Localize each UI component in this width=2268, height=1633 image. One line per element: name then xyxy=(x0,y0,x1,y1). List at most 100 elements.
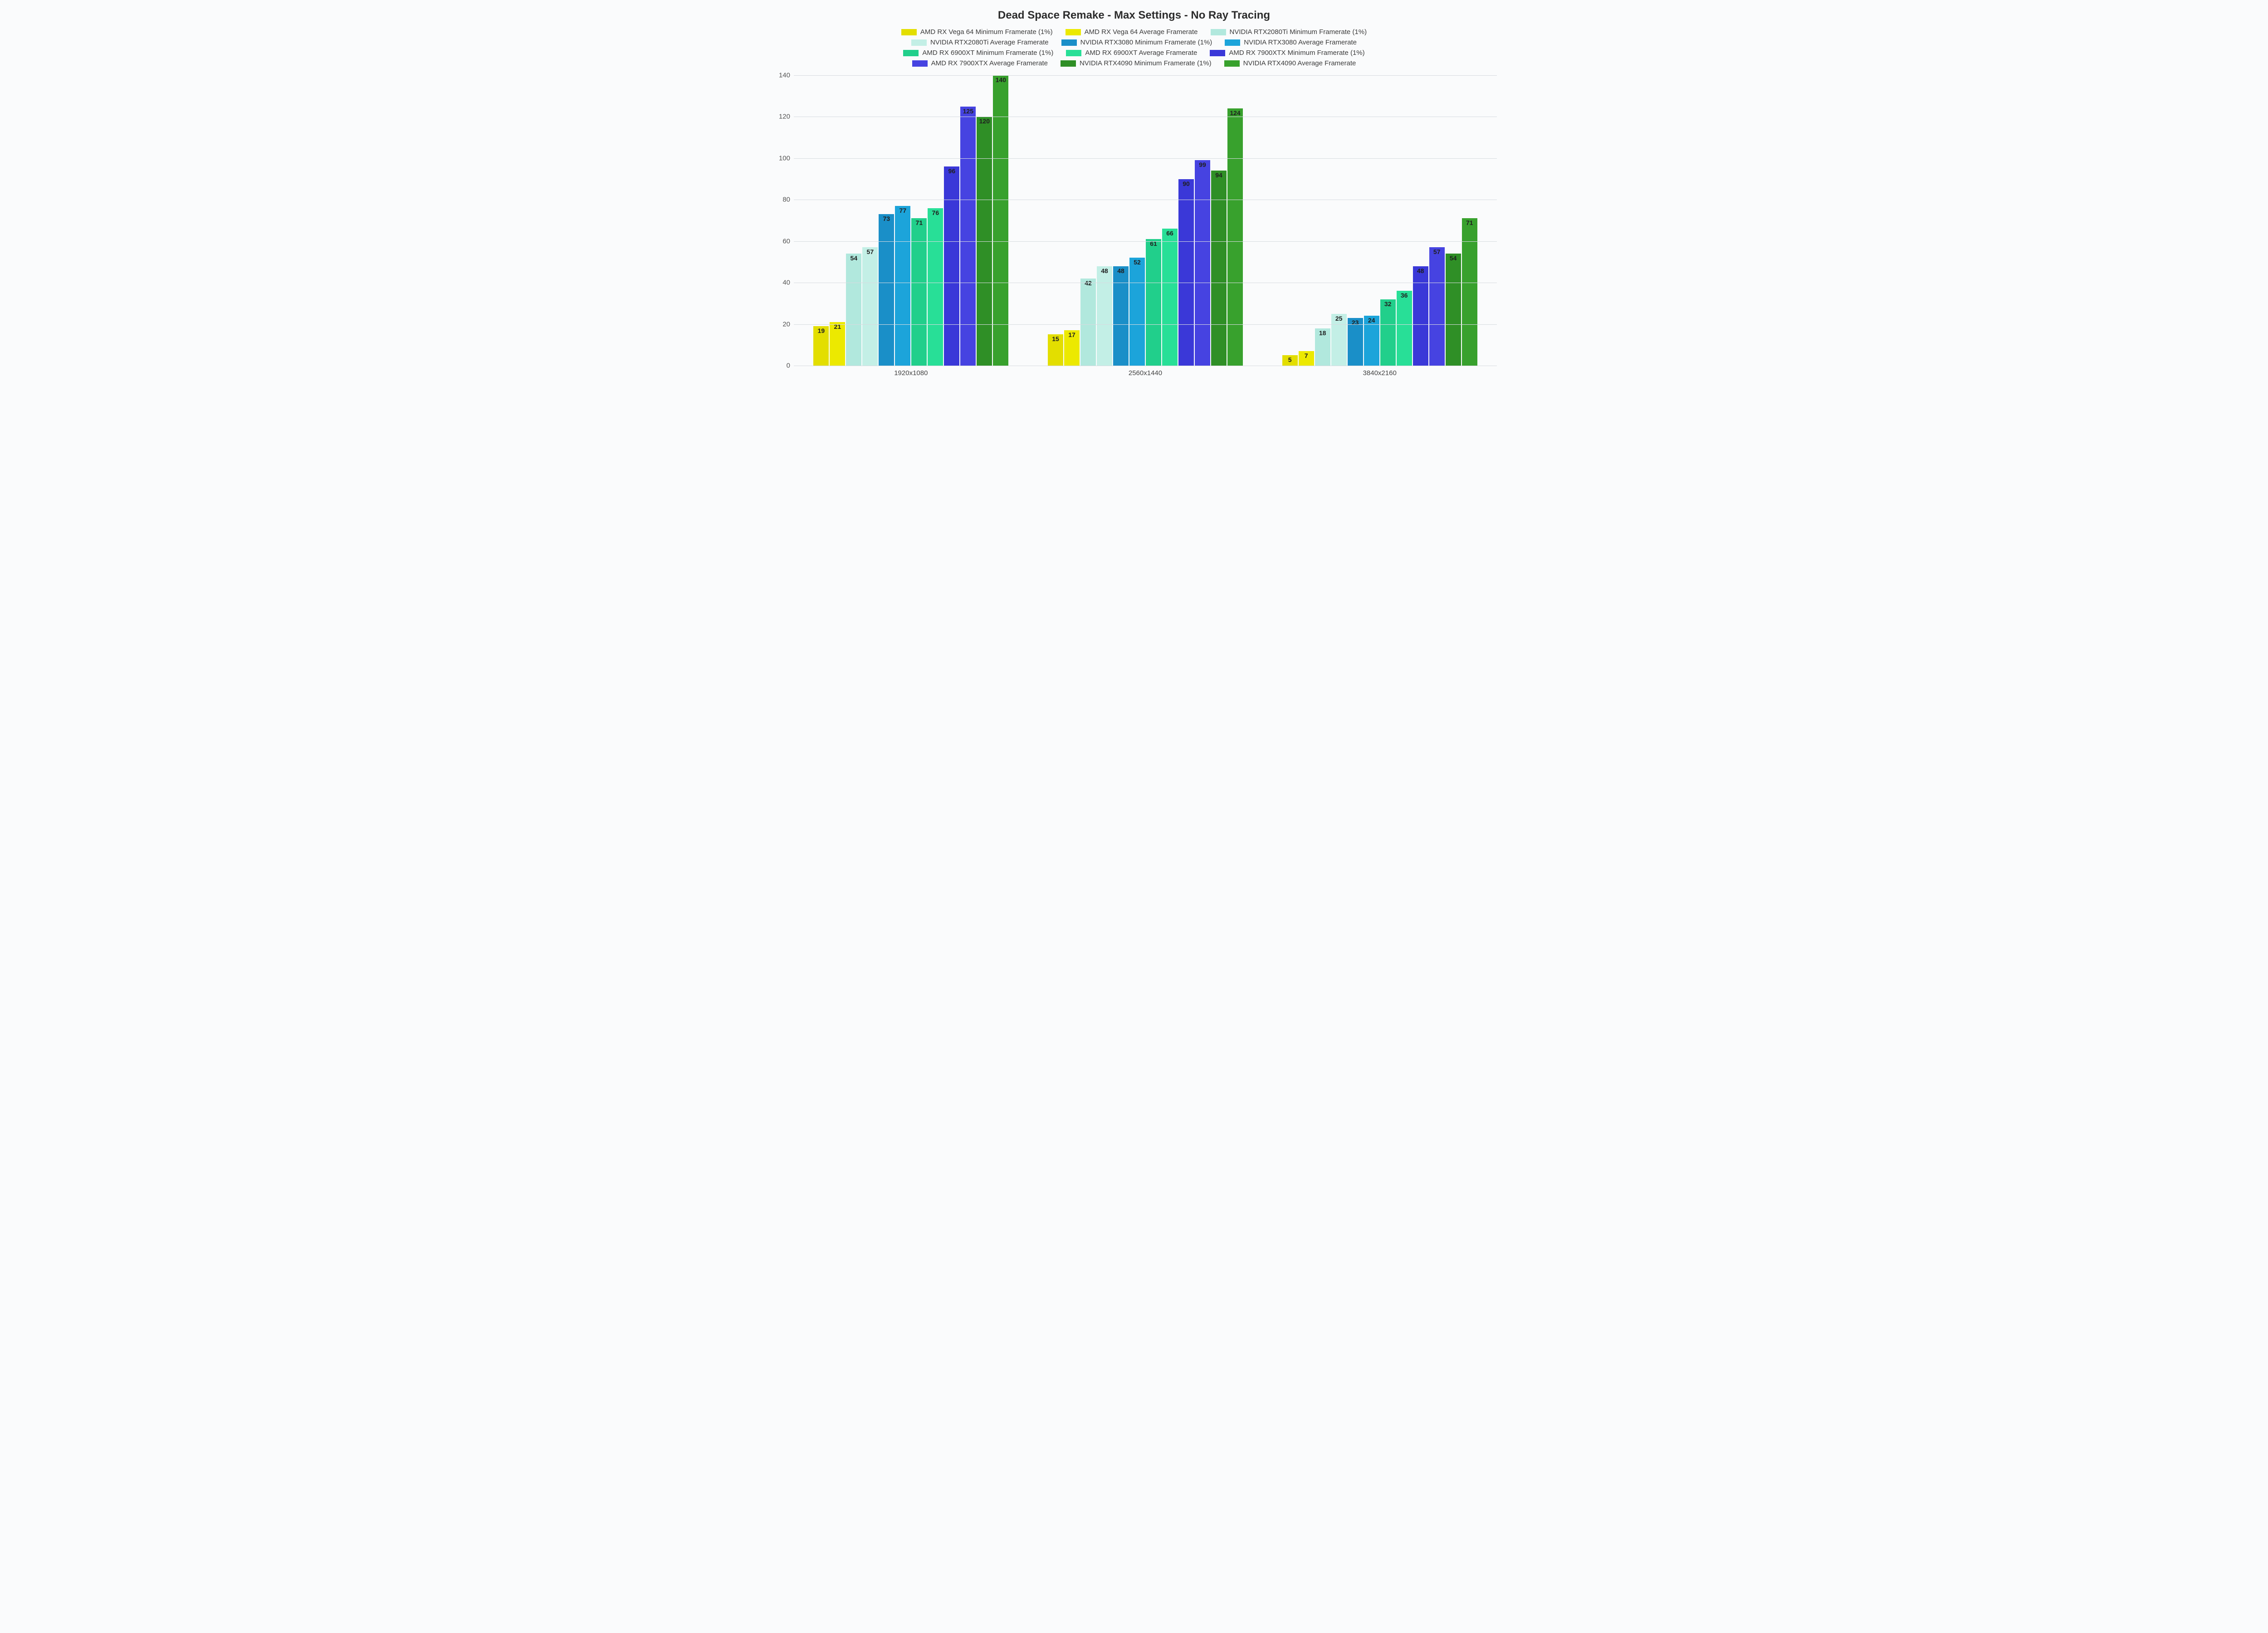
bar-value-label: 36 xyxy=(1401,292,1408,299)
gridline xyxy=(794,241,1497,242)
x-tick-label: 1920x1080 xyxy=(794,369,1028,377)
legend-label: AMD RX 7900XTX Average Framerate xyxy=(931,59,1048,67)
bar-value-label: 125 xyxy=(963,108,973,115)
legend-swatch xyxy=(912,60,928,67)
bar: 125 xyxy=(960,107,976,366)
bar: 76 xyxy=(928,208,943,366)
bar-value-label: 32 xyxy=(1384,300,1392,308)
legend-item[interactable]: NVIDIA RTX3080 Average Framerate xyxy=(1225,39,1357,46)
legend-label: AMD RX Vega 64 Minimum Framerate (1%) xyxy=(920,28,1053,36)
y-tick-label: 80 xyxy=(782,196,790,204)
legend-item[interactable]: AMD RX 6900XT Average Framerate xyxy=(1066,49,1197,57)
bar-value-label: 120 xyxy=(979,117,990,125)
y-axis: 020406080100120140 xyxy=(771,75,794,366)
bar: 17 xyxy=(1064,330,1080,366)
bar-value-label: 66 xyxy=(1166,230,1173,237)
legend-swatch xyxy=(1210,50,1225,56)
legend-label: NVIDIA RTX3080 Minimum Framerate (1%) xyxy=(1080,39,1212,46)
bar: 18 xyxy=(1315,328,1330,366)
legend-item[interactable]: AMD RX Vega 64 Average Framerate xyxy=(1066,28,1198,36)
legend-item[interactable]: AMD RX Vega 64 Minimum Framerate (1%) xyxy=(901,28,1053,36)
bar-value-label: 99 xyxy=(1199,161,1206,168)
legend-swatch xyxy=(1061,60,1076,67)
legend-swatch xyxy=(1066,29,1081,35)
bar: 19 xyxy=(813,326,829,366)
bar: 24 xyxy=(1364,316,1379,366)
legend-item[interactable]: NVIDIA RTX3080 Minimum Framerate (1%) xyxy=(1061,39,1212,46)
bar-value-label: 5 xyxy=(1288,356,1292,363)
bar-value-label: 48 xyxy=(1417,267,1424,274)
bar: 71 xyxy=(1462,218,1477,366)
bar-value-label: 15 xyxy=(1052,335,1059,342)
legend-swatch xyxy=(1066,50,1081,56)
legend-swatch xyxy=(1225,39,1240,46)
gridline xyxy=(794,75,1497,76)
bar-value-label: 17 xyxy=(1068,331,1075,338)
legend-item[interactable]: NVIDIA RTX4090 Minimum Framerate (1%) xyxy=(1061,59,1212,67)
legend-swatch xyxy=(901,29,917,35)
bar-value-label: 71 xyxy=(1466,219,1473,226)
legend-swatch xyxy=(1224,60,1240,67)
bar-groups: 1921545773777176961251201401517424848526… xyxy=(794,75,1497,366)
legend-item[interactable]: AMD RX 6900XT Minimum Framerate (1%) xyxy=(903,49,1053,57)
benchmark-chart: Dead Space Remake - Max Settings - No Ra… xyxy=(771,9,1497,377)
legend-item[interactable]: NVIDIA RTX2080Ti Average Framerate xyxy=(911,39,1049,46)
bar-value-label: 96 xyxy=(948,167,956,175)
chart-legend: AMD RX Vega 64 Minimum Framerate (1%) AMD… xyxy=(839,28,1429,67)
legend-item[interactable]: NVIDIA RTX4090 Average Framerate xyxy=(1224,59,1356,67)
y-tick-label: 60 xyxy=(782,237,790,245)
bar-value-label: 54 xyxy=(850,254,858,262)
bar-value-label: 18 xyxy=(1319,329,1326,337)
bar-value-label: 71 xyxy=(916,219,923,226)
legend-label: NVIDIA RTX4090 Average Framerate xyxy=(1243,59,1356,67)
bar: 61 xyxy=(1146,239,1161,366)
y-tick-label: 100 xyxy=(779,154,790,162)
bar: 57 xyxy=(862,247,878,366)
bar-value-label: 54 xyxy=(1450,254,1457,262)
bar-value-label: 52 xyxy=(1134,259,1141,266)
legend-label: AMD RX 6900XT Minimum Framerate (1%) xyxy=(922,49,1053,57)
bar: 15 xyxy=(1048,334,1063,366)
bar: 42 xyxy=(1080,279,1096,366)
chart-plot: 020406080100120140 192154577377717696125… xyxy=(771,75,1497,366)
bar: 140 xyxy=(993,75,1008,366)
bar-value-label: 25 xyxy=(1335,315,1343,322)
bar: 23 xyxy=(1348,318,1363,366)
bar: 5 xyxy=(1282,355,1298,366)
bar: 48 xyxy=(1113,266,1129,366)
legend-item[interactable]: AMD RX 7900XTX Minimum Framerate (1%) xyxy=(1210,49,1364,57)
bar-group: 192154577377717696125120140 xyxy=(794,75,1028,366)
legend-swatch xyxy=(911,39,927,46)
y-tick-label: 140 xyxy=(779,72,790,79)
bar: 99 xyxy=(1195,160,1210,366)
bar-value-label: 57 xyxy=(867,248,874,255)
legend-swatch xyxy=(903,50,919,56)
bar-value-label: 90 xyxy=(1183,180,1190,187)
legend-item[interactable]: NVIDIA RTX2080Ti Minimum Framerate (1%) xyxy=(1211,28,1367,36)
y-tick-label: 0 xyxy=(787,362,790,370)
legend-label: AMD RX 6900XT Average Framerate xyxy=(1085,49,1197,57)
bar-value-label: 140 xyxy=(996,76,1006,83)
bar: 77 xyxy=(895,206,910,366)
y-tick-label: 20 xyxy=(782,320,790,328)
bar: 54 xyxy=(1446,254,1461,366)
bar-group: 1517424848526166909994124 xyxy=(1028,75,1263,366)
bar-value-label: 73 xyxy=(883,215,890,222)
bar-group: 57 18 25 23 24 32 36 48 57 54 71 xyxy=(1262,75,1497,366)
bar-value-label: 77 xyxy=(899,207,907,214)
bar: 54 xyxy=(846,254,861,366)
bar-value-label: 94 xyxy=(1215,171,1222,179)
gridline xyxy=(794,324,1497,325)
gridline xyxy=(794,158,1497,159)
legend-item[interactable]: AMD RX 7900XTX Average Framerate xyxy=(912,59,1048,67)
bar: 73 xyxy=(879,214,894,366)
bar: 57 xyxy=(1429,247,1445,366)
bar: 36 xyxy=(1397,291,1412,366)
bar: 66 xyxy=(1162,229,1178,366)
bar-value-label: 23 xyxy=(1352,319,1359,326)
legend-label: NVIDIA RTX4090 Minimum Framerate (1%) xyxy=(1080,59,1212,67)
bar-value-label: 24 xyxy=(1368,317,1375,324)
bar-value-label: 124 xyxy=(1230,109,1240,117)
bar: 96 xyxy=(944,166,959,366)
bar: 7 xyxy=(1299,351,1314,366)
